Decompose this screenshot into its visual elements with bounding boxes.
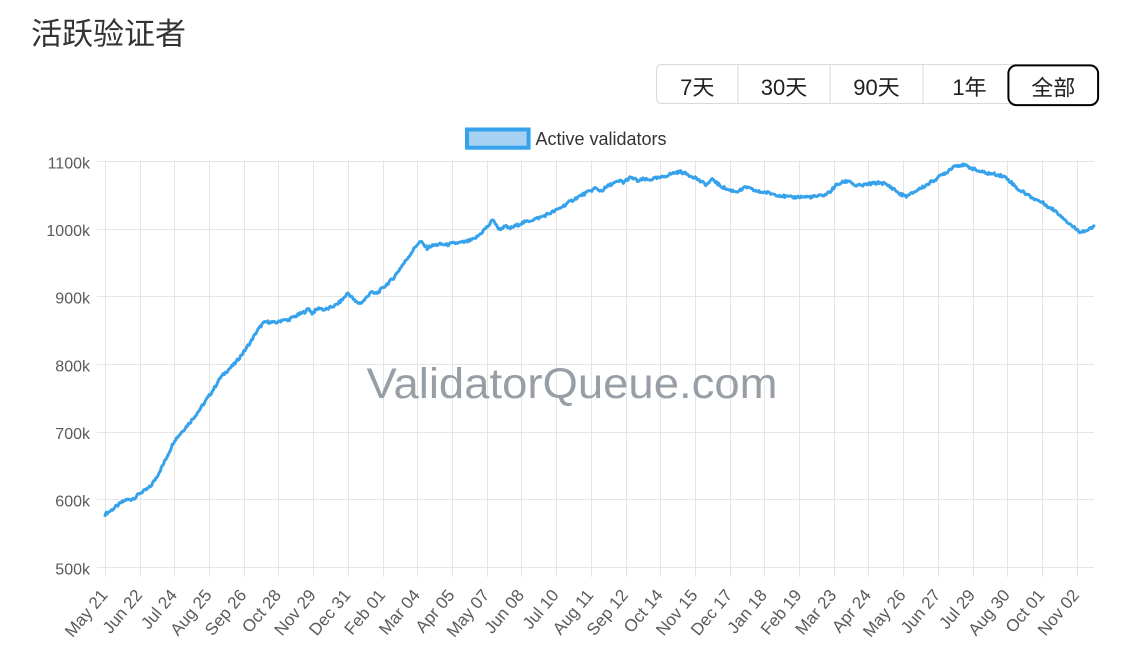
svg-text:ValidatorQueue.com: ValidatorQueue.com: [367, 361, 778, 408]
svg-text:1100k: 1100k: [48, 155, 91, 172]
svg-text:1000k: 1000k: [46, 223, 91, 240]
svg-text:900k: 900k: [55, 291, 91, 308]
svg-text:1: 1: [952, 75, 964, 100]
svg-text:7: 7: [680, 75, 692, 100]
svg-text:800k: 800k: [55, 358, 91, 375]
svg-text:700k: 700k: [55, 426, 91, 443]
svg-text:Active validators: Active validators: [536, 129, 667, 149]
svg-text:600k: 600k: [55, 494, 91, 511]
svg-text:30: 30: [761, 75, 785, 100]
svg-text:90: 90: [853, 75, 877, 100]
svg-text:500k: 500k: [55, 561, 91, 578]
